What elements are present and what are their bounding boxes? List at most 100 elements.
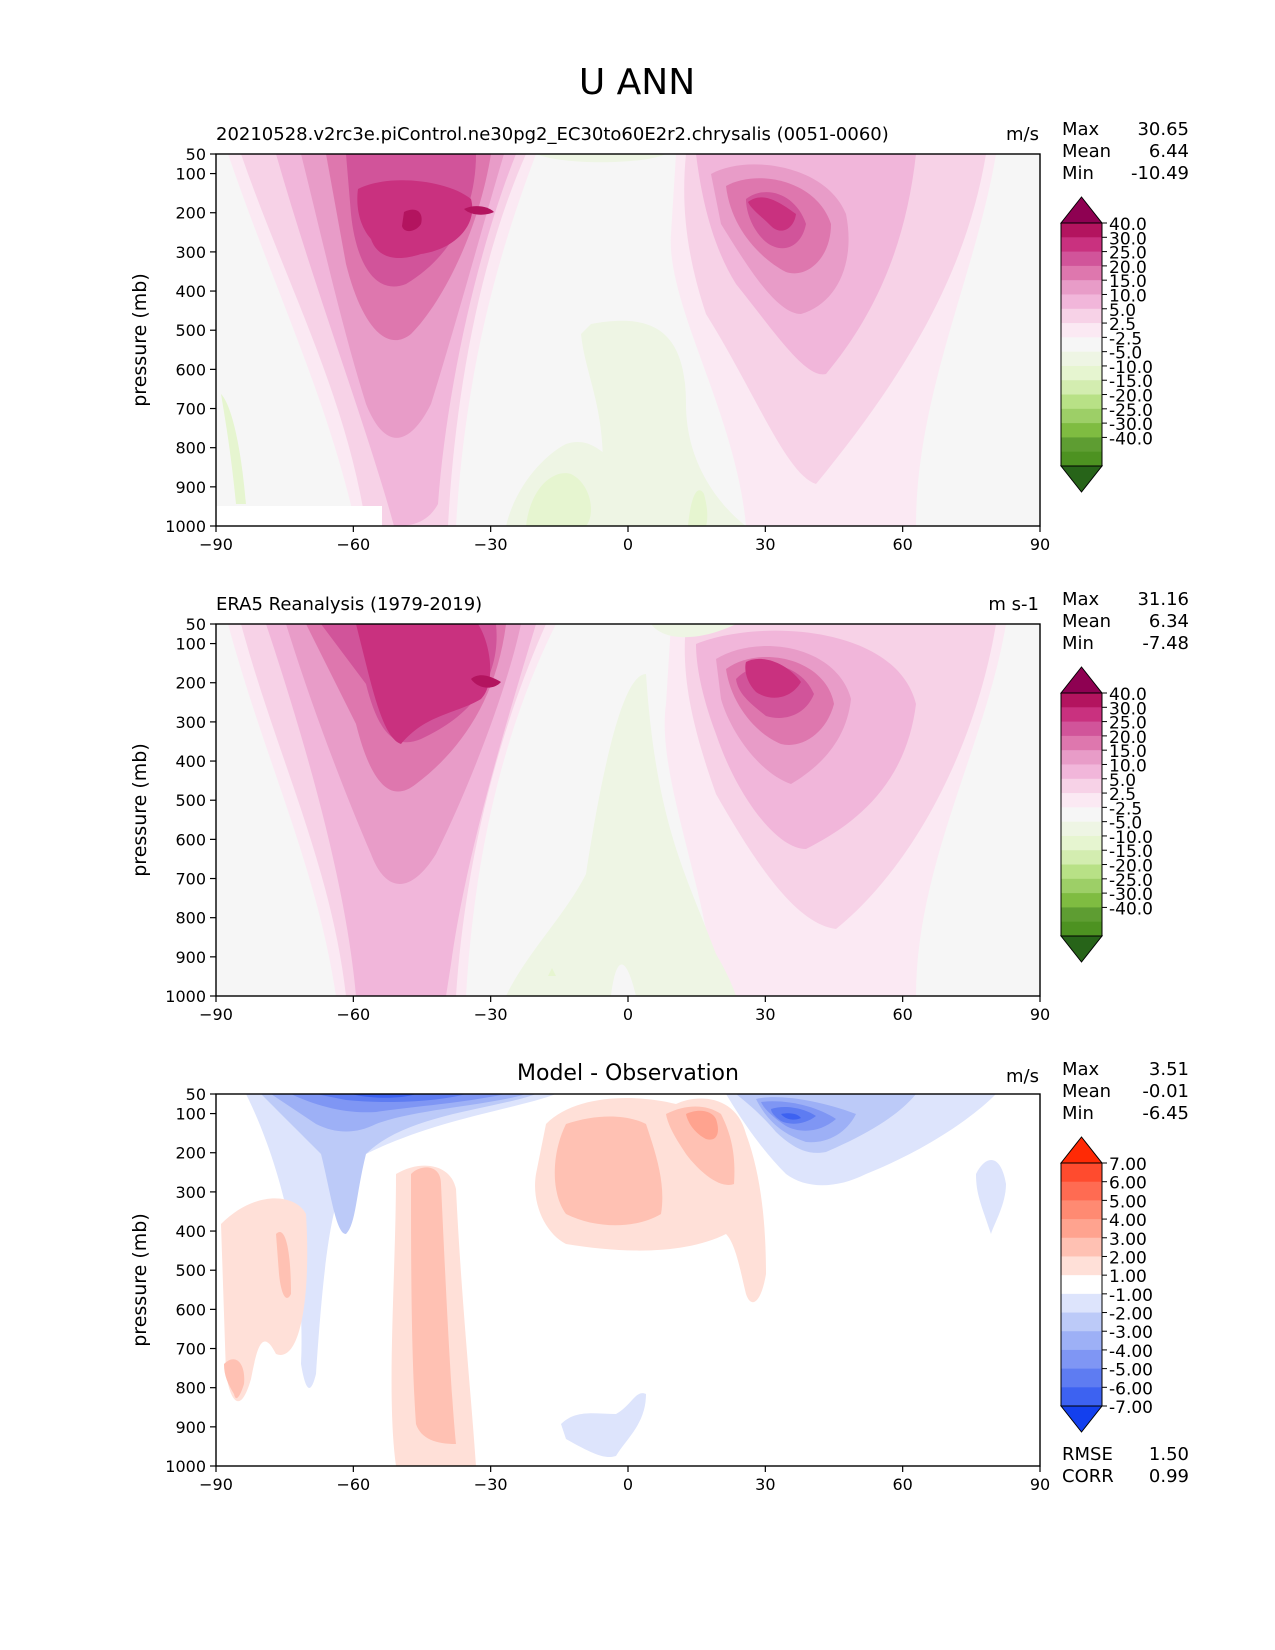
colorbar-segment <box>1061 821 1102 837</box>
y-tick-label: 100 <box>175 165 206 184</box>
y-axis-label: pressure (mb) <box>129 743 151 877</box>
y-tick-label: 800 <box>175 439 206 458</box>
colorbar-segment <box>1061 323 1102 338</box>
y-tick-label: 900 <box>175 948 206 967</box>
x-tick-label: −30 <box>474 1005 508 1024</box>
y-tick-label: 400 <box>175 282 206 301</box>
colorbar-segment <box>1061 1163 1102 1183</box>
x-tick-label: 90 <box>1030 1005 1050 1024</box>
colorbar-label: -6.00 <box>1109 1379 1153 1399</box>
colorbar-label: 2.5 <box>1109 785 1136 805</box>
colorbar-label: 25.0 <box>1109 244 1147 264</box>
y-tick-label: 100 <box>175 1105 206 1124</box>
x-tick-label: 30 <box>755 535 775 554</box>
stat-value-mean: 6.34 <box>1149 611 1189 632</box>
x-tick-label: −30 <box>474 535 508 554</box>
colorbar-segment <box>1061 237 1102 253</box>
colorbar-extend-max <box>1059 666 1104 694</box>
colorbar-label: -7.00 <box>1109 1398 1153 1418</box>
y-tick-label: 300 <box>175 713 206 732</box>
stat-value-mean: 6.44 <box>1149 141 1189 162</box>
y-tick-label: 800 <box>175 1379 206 1398</box>
metric-value-rmse: 1.50 <box>1149 1444 1189 1465</box>
colorbar-label: -2.5 <box>1109 799 1142 819</box>
y-tick-label: 200 <box>175 204 206 223</box>
colorbar-segment <box>1061 1387 1102 1407</box>
colorbar-segment <box>1061 451 1102 467</box>
colorbar-extend-max <box>1059 1136 1104 1164</box>
y-tick-label: 700 <box>175 870 206 889</box>
colorbar-label: 15.0 <box>1109 272 1147 292</box>
y-tick-label: 1000 <box>165 1457 206 1476</box>
topography-mask <box>216 506 382 526</box>
stat-value-min: -10.49 <box>1131 163 1189 184</box>
colorbar-label: -25.0 <box>1109 871 1153 891</box>
band-pos-2-tropics <box>554 1116 663 1226</box>
colorbar-extend-max <box>1059 196 1104 224</box>
colorbar-label: 5.0 <box>1109 301 1136 321</box>
core-left <box>471 675 501 688</box>
colorbar-segment <box>1061 280 1102 295</box>
y-tick-label: 600 <box>175 830 206 849</box>
y-tick-label: 50 <box>186 615 206 634</box>
stat-value-max: 3.51 <box>1149 1059 1189 1080</box>
colorbar-label: 40.0 <box>1109 215 1147 235</box>
figure-title: U ANN <box>579 62 695 103</box>
colorbar-label: 40.0 <box>1109 685 1147 705</box>
colorbar-segment <box>1061 721 1102 737</box>
colorbar-segment <box>1061 380 1102 396</box>
y-tick-label: 400 <box>175 1222 206 1241</box>
colorbar-segment <box>1061 408 1102 424</box>
stat-label-max: Max <box>1062 1059 1100 1080</box>
colorbar-label: -10.0 <box>1109 358 1153 378</box>
stat-value-min: -7.48 <box>1142 633 1189 654</box>
stat-label-max: Max <box>1062 119 1100 140</box>
colorbar-segment <box>1061 1237 1102 1257</box>
colorbar-label: -20.0 <box>1109 387 1153 407</box>
colorbar-label: -5.0 <box>1109 344 1142 364</box>
x-tick-label: 90 <box>1030 1475 1050 1494</box>
x-tick-label: −30 <box>474 1475 508 1494</box>
x-tick-label: −90 <box>199 1475 233 1494</box>
band-pos-2-midlat <box>411 1167 456 1444</box>
colorbar-segment <box>1061 778 1102 794</box>
stats-block: Max 31.16 Mean 6.34 Min -7.48 <box>1062 589 1189 654</box>
colorbar-segment <box>1061 394 1102 410</box>
x-tick-label: 0 <box>623 535 633 554</box>
y-tick-label: 900 <box>175 1418 206 1437</box>
colorbar-label: 2.00 <box>1109 1248 1147 1268</box>
colorbar-label: -5.0 <box>1109 814 1142 834</box>
x-tick-label: 60 <box>892 1005 912 1024</box>
colorbar-segment <box>1061 850 1102 866</box>
colorbar: 40.030.025.020.015.010.05.02.5-2.5-5.0-1… <box>1059 196 1153 493</box>
band-neg-7-north <box>781 1113 801 1120</box>
colorbar-segment <box>1061 294 1102 310</box>
metrics-block: RMSE 1.50 CORR 0.99 <box>1062 1444 1189 1487</box>
colorbar-segment <box>1061 223 1102 238</box>
panel-model: 20210528.v2rc3e.piControl.ne30pg2_EC30to… <box>129 119 1189 554</box>
colorbar-label: 20.0 <box>1109 728 1147 748</box>
x-tick-label: 0 <box>623 1475 633 1494</box>
colorbar-extend-min <box>1059 465 1104 493</box>
panel-title: Model - Observation <box>517 1061 739 1086</box>
band-neg-10-a <box>526 473 591 526</box>
colorbar-segment <box>1061 793 1102 808</box>
colorbar-segment <box>1061 1256 1102 1276</box>
band-neg-10-spot <box>548 968 556 976</box>
stat-label-min: Min <box>1062 163 1094 184</box>
colorbar-segment <box>1061 1368 1102 1388</box>
band-30-right <box>748 197 796 231</box>
colorbar-segment <box>1061 735 1102 751</box>
colorbar-label: -30.0 <box>1109 415 1153 435</box>
colorbar-label: -10.0 <box>1109 828 1153 848</box>
colorbar: 40.030.025.020.015.010.05.02.5-2.5-5.0-1… <box>1059 666 1153 963</box>
band-30-left <box>356 624 491 744</box>
y-tick-label: 1000 <box>165 517 206 536</box>
colorbar-label: 25.0 <box>1109 714 1147 734</box>
y-tick-label: 500 <box>175 1261 206 1280</box>
colorbar-label: -40.0 <box>1109 899 1153 919</box>
y-tick-label: 300 <box>175 243 206 262</box>
